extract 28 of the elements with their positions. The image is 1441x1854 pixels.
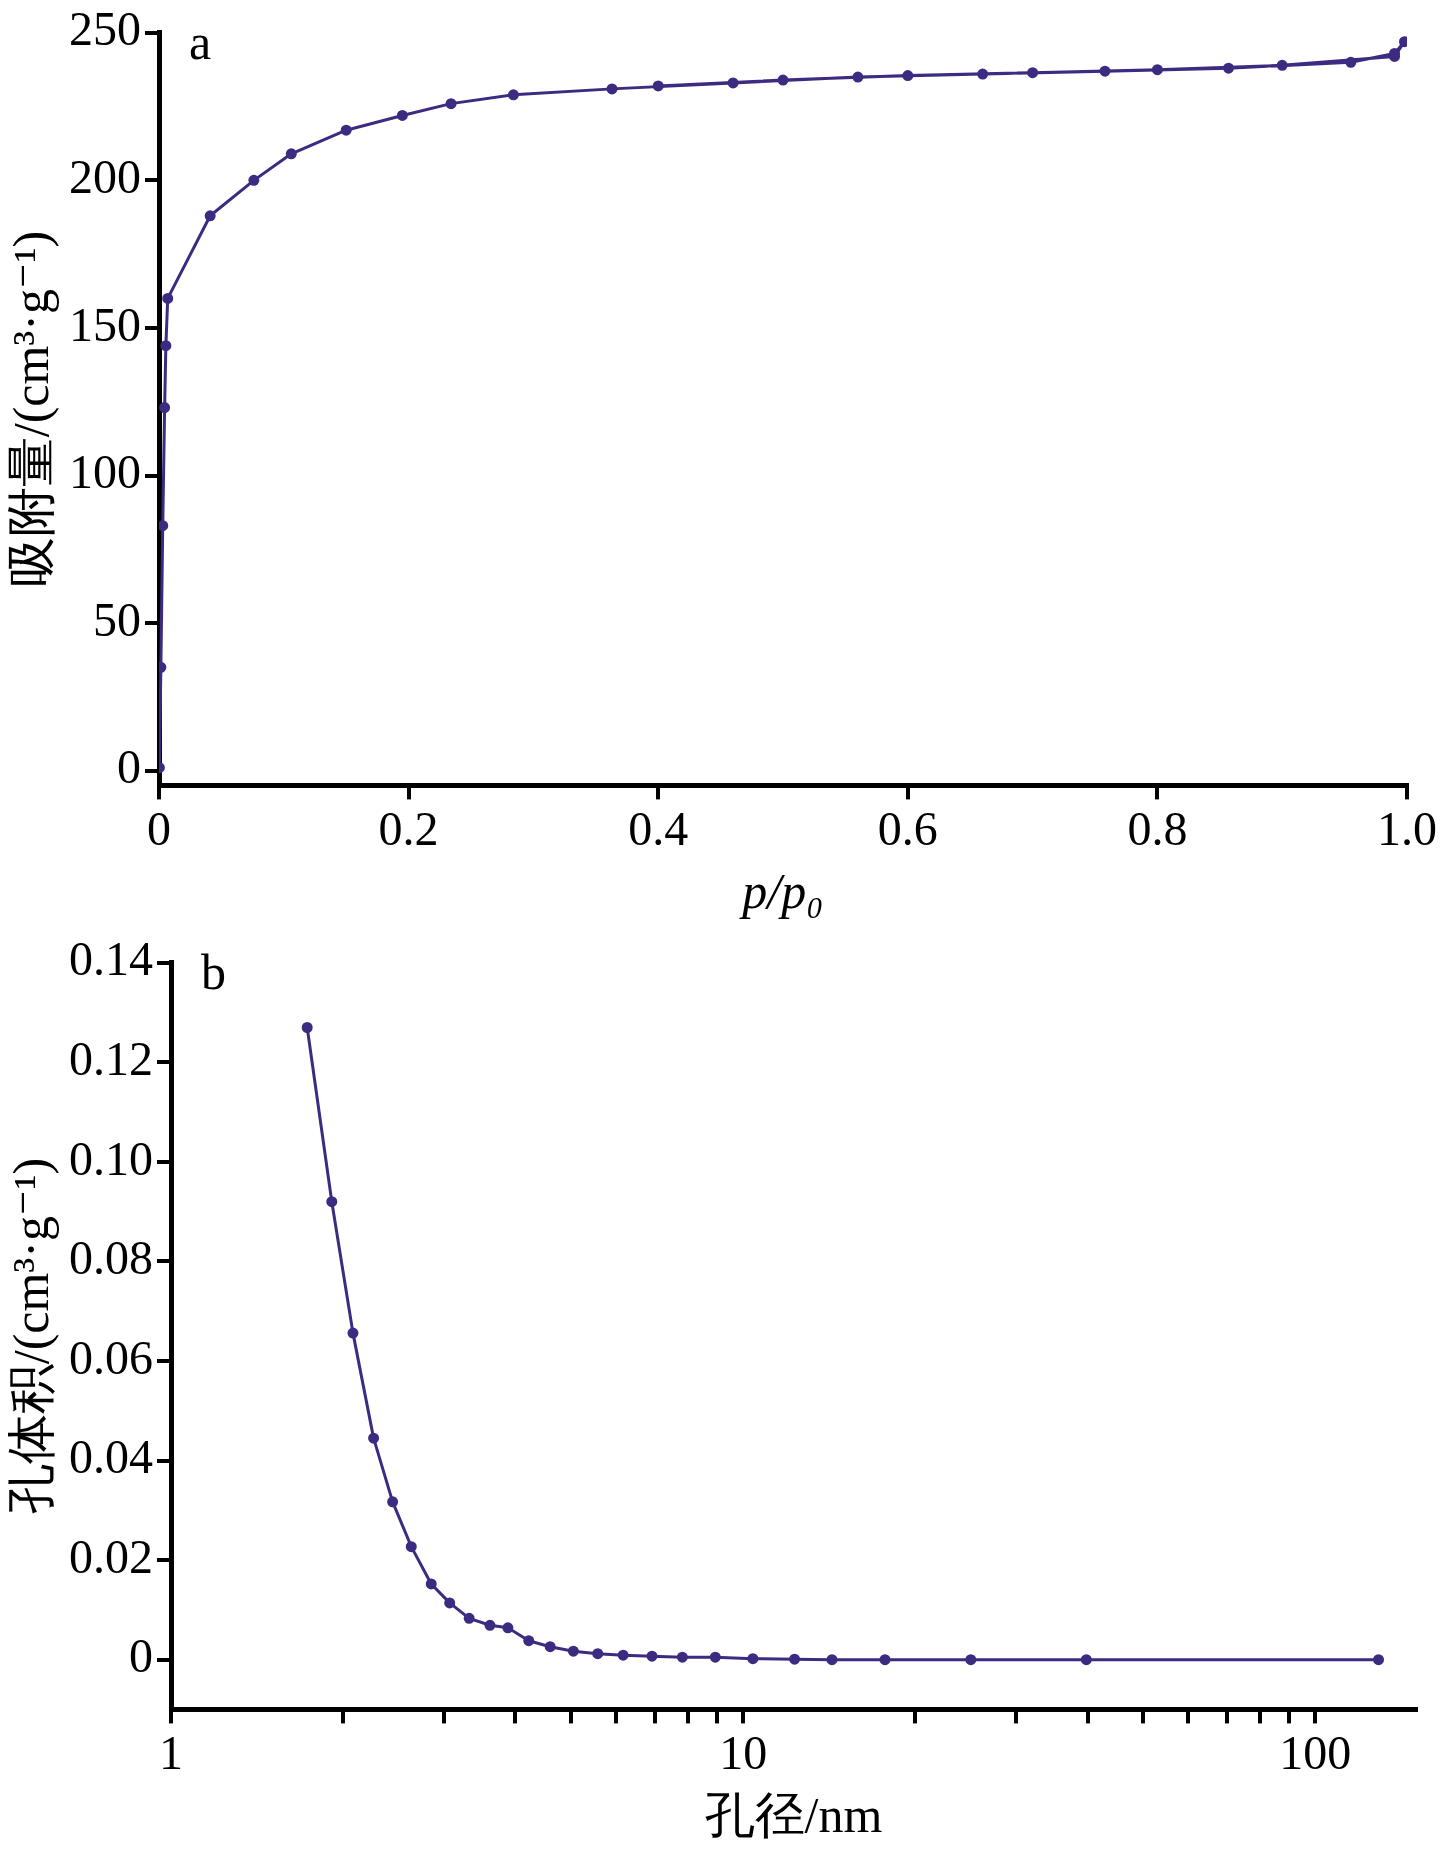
- y-tick-label: 0.08: [69, 1231, 153, 1285]
- x-tick-label: 1.0: [1377, 801, 1437, 855]
- x-tick-label: 0.4: [628, 801, 689, 855]
- x-axis-title: p/p₀: [739, 863, 824, 920]
- y-tick-label: 0.02: [69, 1529, 153, 1583]
- y-tick-label: 250: [69, 2, 141, 56]
- y-tick-label: 0.06: [69, 1330, 153, 1384]
- y-tick-label: 0.04: [69, 1430, 153, 1484]
- annotation: b: [201, 943, 226, 1000]
- x-tick-label: 10: [719, 1725, 768, 1779]
- y-tick-label: 0.14: [69, 932, 153, 986]
- x-tick-label: 1: [159, 1725, 183, 1779]
- x-tick-label: 0.8: [1127, 801, 1188, 855]
- y-tick-label: 100: [69, 445, 141, 499]
- x-tick-label: 0.6: [877, 801, 938, 855]
- x-tick-label: 100: [1279, 1725, 1352, 1779]
- y-tick-label: 0: [117, 740, 141, 794]
- y-tick-label: 200: [69, 149, 141, 203]
- y-axis-title: 孔体积/(cm³·g⁻¹): [3, 1157, 60, 1515]
- y-axis-title: 吸附量/(cm³·g⁻¹): [3, 230, 60, 588]
- y-tick-label: 50: [93, 592, 141, 646]
- y-tick-label: 150: [69, 297, 141, 351]
- annotation: a: [189, 13, 212, 70]
- y-tick-label: 0: [129, 1629, 153, 1683]
- y-tick-label: 0.10: [69, 1131, 153, 1185]
- x-axis-title: 孔径/nm: [704, 1787, 883, 1844]
- x-tick-label: 0.2: [378, 801, 439, 855]
- y-tick-label: 0.12: [69, 1031, 153, 1085]
